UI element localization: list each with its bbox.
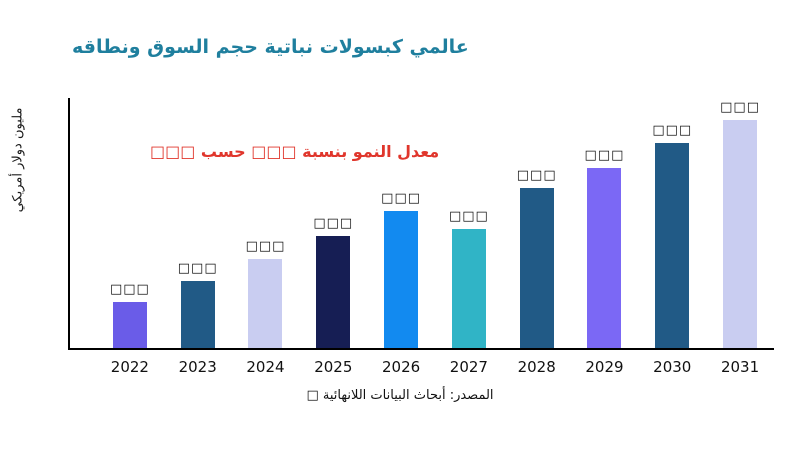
- bar-value-label: □□□: [245, 239, 286, 254]
- bar-2024: [248, 259, 283, 348]
- x-tick-label-2031: 2031: [720, 358, 760, 376]
- bar-value-label: □□□: [381, 191, 422, 206]
- bar-2031: [723, 120, 758, 348]
- bar-group-2023: □□□ 2023: [164, 98, 232, 376]
- bar-2030: [655, 143, 690, 348]
- bar-2029: [587, 168, 622, 348]
- plot-area: معدل النمو بنسبة □□□ حسب □□□ □□□ 2022 □□□ 2…: [68, 98, 774, 376]
- bar-group-2030: □□□ 2030: [638, 98, 706, 376]
- bar-group-2025: □□□ 2025: [299, 98, 367, 376]
- x-tick-label-2028: 2028: [517, 358, 556, 376]
- bar-group-2027: □□□ 2027: [435, 98, 503, 376]
- x-tick-label-2023: 2023: [178, 358, 217, 376]
- x-tick-label-2030: 2030: [653, 358, 692, 376]
- bar-2023: [180, 281, 215, 348]
- source-note: المصدر: أبحاث البيانات اللانهائية □: [306, 388, 494, 403]
- bar-value-label: □□□: [584, 148, 625, 163]
- x-tick-label-2022: 2022: [110, 358, 149, 376]
- bar-value-label: □□□: [516, 168, 557, 183]
- bar-value-label: □□□: [448, 209, 489, 224]
- bar-value-label: □□□: [109, 282, 150, 297]
- bar-2028: [519, 188, 554, 348]
- bar-group-2029: □□□ 2029: [571, 98, 639, 376]
- x-tick-label-2027: 2027: [449, 358, 488, 376]
- bar-group-2028: □□□ 2028: [503, 98, 571, 376]
- x-tick-label-2024: 2024: [246, 358, 285, 376]
- bar-group-2024: □□□ 2024: [232, 98, 300, 376]
- bar-2022: [112, 302, 147, 348]
- bar-2027: [451, 229, 486, 348]
- y-axis-title: مليون دولار أمريكي: [10, 107, 26, 213]
- x-tick-label-2029: 2029: [585, 358, 624, 376]
- x-tick-label-2025: 2025: [314, 358, 353, 376]
- bar-value-label: □□□: [652, 123, 693, 138]
- bar-value-label: □□□: [313, 216, 354, 231]
- bars-container: □□□ 2022 □□□ 2023 □□□ 2024 □□□ 2025 □□□ 2026 □□□ 20…: [70, 98, 774, 376]
- bar-group-2022: □□□ 2022: [96, 98, 164, 376]
- bar-group-2026: □□□ 2026: [367, 98, 435, 376]
- bar-2026: [384, 211, 419, 348]
- x-tick-label-2026: 2026: [381, 358, 421, 376]
- growth-rate-annotation: معدل النمو بنسبة □□□ حسب □□□: [150, 142, 440, 161]
- bar-group-2031: □□□ 2031: [706, 98, 774, 376]
- bar-2025: [316, 236, 351, 348]
- bar-value-label: □□□: [177, 261, 218, 276]
- bar-value-label: □□□: [720, 100, 760, 115]
- chart-title: عالمي كبسولات نباتية حجم السوق ونطاقه: [72, 36, 469, 58]
